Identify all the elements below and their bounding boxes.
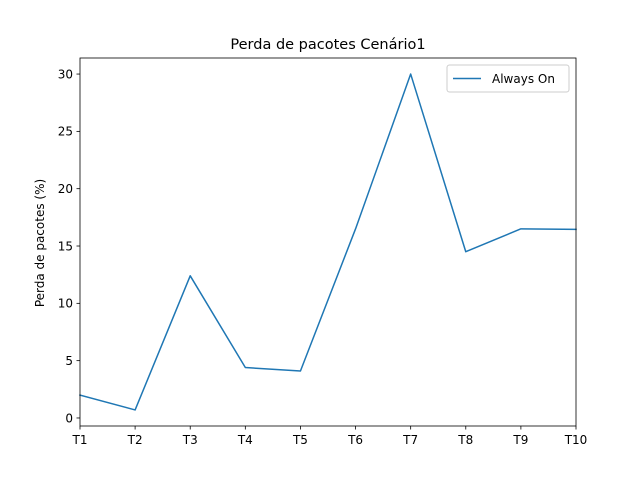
x-tick-label: T7 [402,433,418,447]
y-tick-label: 15 [58,239,73,253]
series-line-0 [79,73,577,411]
x-tick-label: T6 [347,433,363,447]
legend: Always On [446,64,570,93]
y-tick-label: 25 [58,125,73,139]
x-tick-label: T8 [457,433,473,447]
x-tick-label: T5 [292,433,308,447]
legend-label: Always On [492,72,555,86]
x-tick-label: T10 [564,433,588,447]
x-tick-label: T1 [72,433,88,447]
y-tick-label: 20 [58,182,73,196]
y-tick-label: 0 [65,411,73,425]
y-tick-label: 30 [58,67,73,81]
y-tick-label: 10 [58,297,73,311]
y-axis-label: Perda de pacotes (%) [33,179,47,307]
x-tick-label: T2 [127,433,143,447]
x-tick-label: T4 [237,433,253,447]
plot-area: T1 T2 T3 T4 T5 T6 T7 T8 T9 T10 0 5 10 15 20 25 30 [58,57,588,447]
x-tick-label: T3 [182,433,198,447]
chart-title: Perda de pacotes Cenário1 [230,37,425,53]
x-tick-label: T9 [512,433,528,447]
y-tick-label: 5 [65,354,73,368]
legend-box [446,64,570,93]
axes-frame [79,57,577,427]
